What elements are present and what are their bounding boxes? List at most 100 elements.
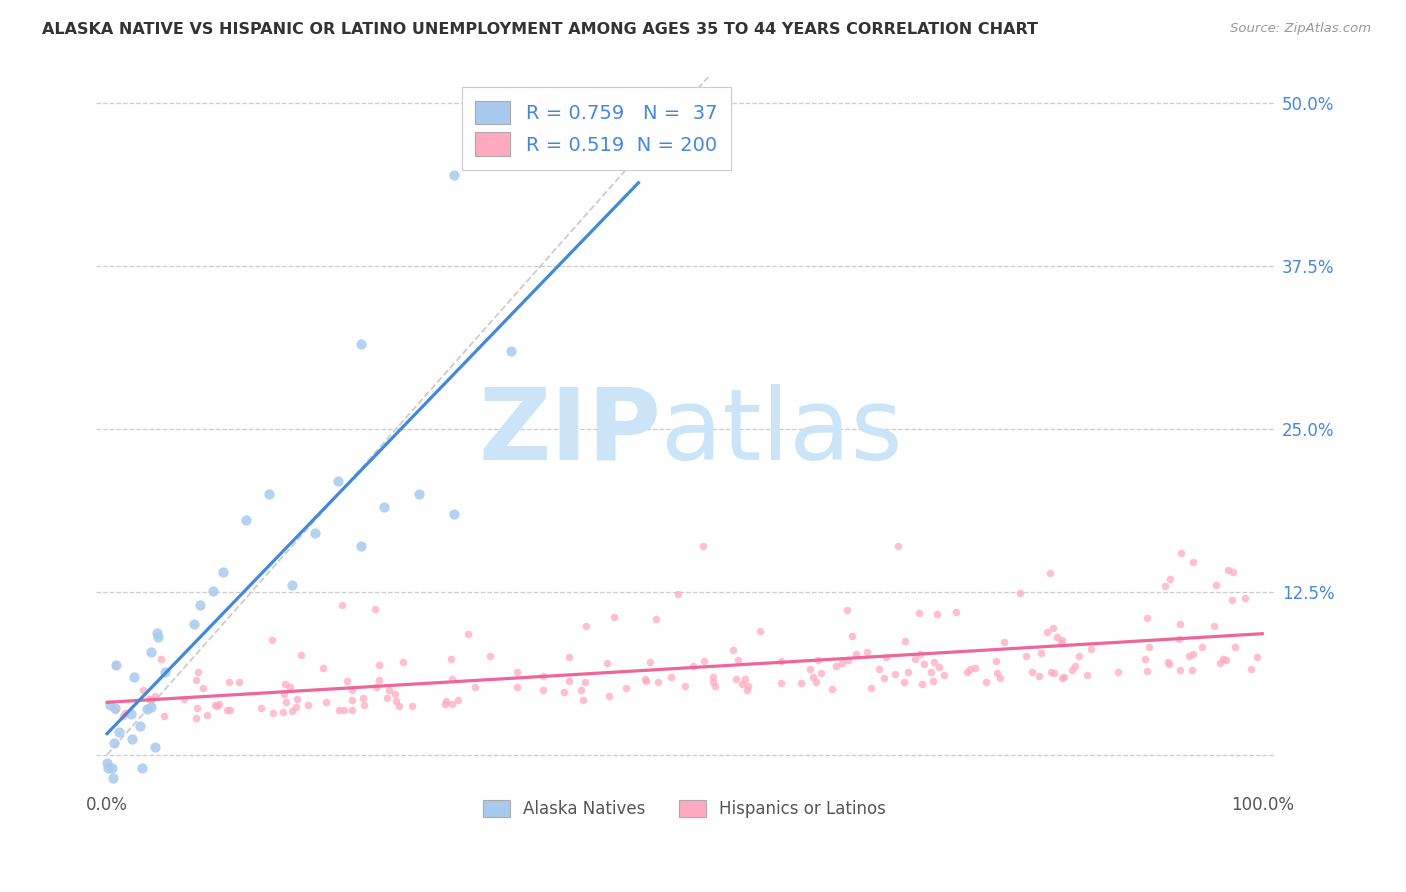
Point: [215, 703, 238, 717]
Point: [98, 698, 121, 712]
Point: [148, 630, 170, 644]
Point: [104, 703, 127, 717]
Point: [571, 693, 593, 707]
Point: [145, 626, 167, 640]
Point: [727, 653, 749, 667]
Point: [1133, 652, 1156, 666]
Point: [731, 677, 754, 691]
Point: [114, 706, 136, 720]
Point: [893, 674, 915, 689]
Point: [1137, 640, 1160, 654]
Point: [278, 681, 301, 695]
Point: [911, 677, 934, 691]
Point: [1107, 665, 1129, 679]
Point: [790, 675, 813, 690]
Point: [384, 688, 406, 702]
Point: [634, 673, 657, 688]
Point: [831, 657, 853, 671]
Point: [340, 703, 363, 717]
Point: [912, 657, 935, 672]
Point: [1035, 624, 1057, 639]
Point: [211, 566, 233, 580]
Point: [103, 736, 125, 750]
Point: [501, 343, 523, 358]
Point: [1159, 572, 1181, 586]
Point: [132, 683, 155, 698]
Point: [806, 653, 828, 667]
Text: ZIP: ZIP: [478, 384, 661, 481]
Point: [141, 691, 163, 706]
Point: [202, 583, 225, 598]
Point: [457, 627, 479, 641]
Point: [868, 663, 890, 677]
Point: [443, 168, 465, 182]
Point: [835, 603, 858, 617]
Point: [837, 653, 859, 667]
Point: [569, 683, 592, 698]
Point: [801, 670, 824, 684]
Point: [903, 652, 925, 666]
Point: [441, 697, 464, 711]
Point: [723, 643, 745, 657]
Point: [963, 661, 986, 675]
Point: [1215, 652, 1237, 666]
Text: ALASKA NATIVE VS HISPANIC OR LATINO UNEMPLOYMENT AMONG AGES 35 TO 44 YEARS CORRE: ALASKA NATIVE VS HISPANIC OR LATINO UNEM…: [42, 22, 1038, 37]
Point: [702, 670, 724, 684]
Point: [925, 607, 948, 621]
Point: [271, 705, 294, 719]
Point: [262, 706, 284, 720]
Point: [447, 693, 470, 707]
Point: [104, 658, 127, 673]
Point: [250, 700, 273, 714]
Point: [692, 654, 714, 668]
Point: [1015, 648, 1038, 663]
Point: [1039, 566, 1062, 580]
Point: [855, 645, 877, 659]
Point: [326, 474, 349, 488]
Point: [574, 674, 596, 689]
Point: [150, 652, 173, 666]
Point: [104, 658, 127, 673]
Point: [281, 704, 304, 718]
Point: [131, 761, 153, 775]
Point: [304, 526, 326, 541]
Point: [218, 675, 240, 690]
Point: [353, 698, 375, 712]
Point: [737, 679, 759, 693]
Point: [1212, 651, 1234, 665]
Point: [188, 598, 211, 612]
Point: [1220, 592, 1243, 607]
Point: [806, 675, 828, 690]
Point: [228, 675, 250, 690]
Point: [1168, 663, 1191, 677]
Point: [1050, 671, 1073, 685]
Point: [139, 699, 162, 714]
Point: [367, 658, 389, 673]
Point: [138, 692, 160, 706]
Point: [769, 654, 792, 668]
Point: [924, 656, 946, 670]
Point: [375, 690, 398, 705]
Point: [219, 703, 242, 717]
Point: [531, 682, 554, 697]
Point: [274, 695, 297, 709]
Point: [297, 698, 319, 712]
Point: [1136, 665, 1159, 679]
Point: [96, 756, 118, 771]
Point: [1076, 668, 1098, 682]
Point: [659, 670, 682, 684]
Point: [433, 697, 456, 711]
Point: [810, 665, 832, 680]
Point: [1029, 646, 1052, 660]
Point: [1042, 621, 1064, 635]
Point: [644, 612, 666, 626]
Point: [634, 673, 657, 687]
Point: [284, 699, 307, 714]
Point: [993, 635, 1015, 649]
Point: [1136, 611, 1159, 625]
Point: [97, 761, 120, 775]
Point: [373, 500, 395, 515]
Point: [1080, 642, 1102, 657]
Point: [575, 619, 598, 633]
Point: [235, 513, 257, 527]
